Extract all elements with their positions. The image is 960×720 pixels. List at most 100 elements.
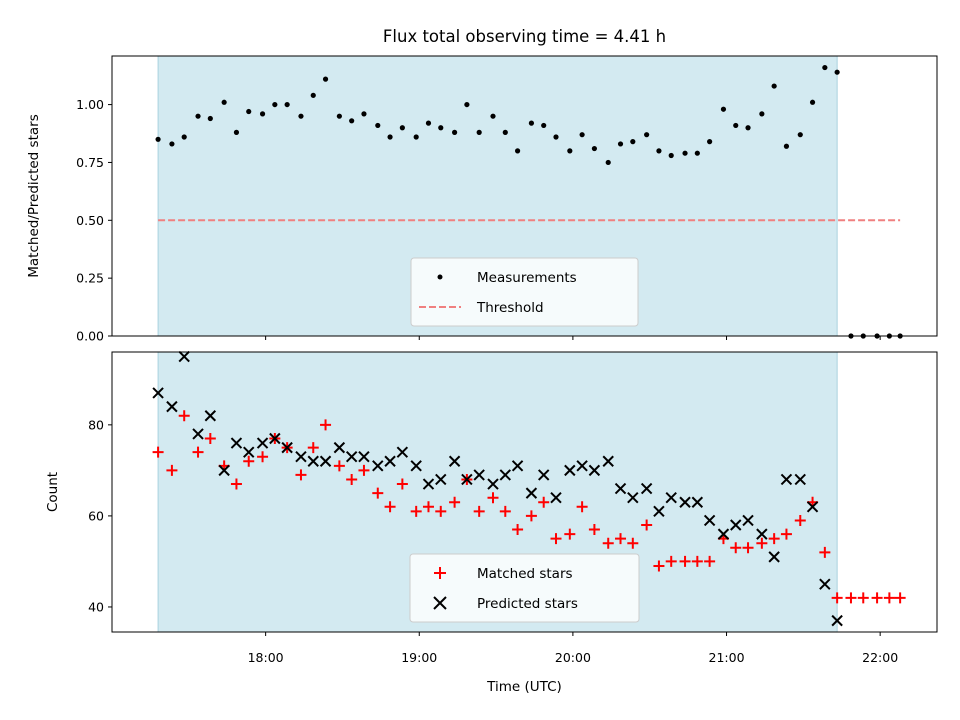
matched-star-point xyxy=(756,537,768,549)
matched-star-point xyxy=(372,487,384,499)
measurement-point xyxy=(387,134,393,140)
bottom-y-tick-label: 80 xyxy=(88,417,104,432)
predicted-star-point xyxy=(627,491,639,504)
predicted-star-point xyxy=(768,551,780,563)
matched-star-point xyxy=(588,524,600,536)
matched-star-point xyxy=(435,505,447,517)
bottom-x-tick-label: 20:00 xyxy=(555,650,591,665)
measurement-point xyxy=(617,141,624,147)
measurement-point xyxy=(310,92,316,98)
top-legend[interactable]: Measurements Threshold xyxy=(410,257,639,327)
predicted-star-point xyxy=(345,451,358,463)
matched-star-point xyxy=(665,555,677,567)
top-axes-frame xyxy=(111,55,938,337)
predicted-star-point xyxy=(243,446,255,458)
measurement-point xyxy=(181,134,187,140)
predicted-star-point xyxy=(178,350,190,363)
predicted-star-point xyxy=(564,464,576,477)
bottom-y-tick-label: 60 xyxy=(88,508,104,523)
predicted-star-point xyxy=(295,451,307,463)
predicted-star-point xyxy=(384,455,396,467)
predicted-star-point xyxy=(358,451,370,463)
predicted-star-point xyxy=(665,491,677,504)
bottom-y-axis-label: Count xyxy=(45,472,61,512)
matched-star-point xyxy=(883,592,895,604)
matched-star-point xyxy=(730,542,742,554)
measurement-point xyxy=(834,69,840,75)
predicted-star-point xyxy=(422,478,435,490)
matched-star-point xyxy=(166,464,178,476)
predicted-star-point xyxy=(319,455,332,467)
matched-star-point xyxy=(831,592,843,604)
top-panel: Flux total observing time = 4.41 h 0.000… xyxy=(26,27,938,344)
matched-star-point xyxy=(550,533,562,545)
predicted-star-point xyxy=(204,410,217,422)
predicted-star-point xyxy=(487,478,499,490)
top-y-tick-label: 0.75 xyxy=(76,155,104,170)
predicted-star-point xyxy=(730,519,742,531)
top-y-ticks: 0.00 0.25 0.50 0.75 1.00 xyxy=(76,97,112,344)
measurement-point xyxy=(528,120,535,126)
measurement-point xyxy=(707,139,713,145)
matched-star-point xyxy=(230,478,242,490)
measurement-point xyxy=(605,159,611,166)
measurement-point xyxy=(155,136,161,142)
predicted-star-point xyxy=(703,514,716,527)
top-y-tick-label: 1.00 xyxy=(76,97,104,112)
measurement-point xyxy=(259,111,266,117)
matched-star-point xyxy=(691,555,703,567)
measurement-point xyxy=(797,132,803,138)
predicted-star-point xyxy=(230,437,243,449)
measurement-point xyxy=(553,134,559,140)
legend-predicted-marker xyxy=(433,596,447,610)
predicted-star-point xyxy=(794,473,806,486)
matched-star-point xyxy=(384,501,396,513)
bottom-x-tick-label: 18:00 xyxy=(248,650,284,665)
predicted-star-point xyxy=(806,501,819,513)
matched-star-point xyxy=(487,492,499,504)
measurement-point xyxy=(783,143,790,149)
predicted-star-point xyxy=(525,487,538,499)
matched-star-point xyxy=(307,442,319,454)
measurement-point xyxy=(272,101,278,108)
measurement-point xyxy=(759,111,765,117)
chart-title: Flux total observing time = 4.41 h xyxy=(383,27,666,46)
bottom-legend[interactable]: Matched stars Predicted stars xyxy=(409,553,640,623)
measurement-point xyxy=(694,150,700,156)
measurement-point xyxy=(221,99,227,105)
matched-star-point xyxy=(576,501,588,513)
predicted-star-point xyxy=(780,473,793,486)
matched-star-point xyxy=(653,560,665,572)
measurement-point xyxy=(375,122,381,129)
measurement-point xyxy=(322,76,329,82)
predicted-star-point xyxy=(152,387,164,399)
bottom-x-axis-label: Time (UTC) xyxy=(486,679,562,695)
matched-star-point xyxy=(243,455,255,467)
predicted-stars-points xyxy=(152,350,843,627)
predicted-star-point xyxy=(614,482,627,495)
predicted-star-point xyxy=(192,428,204,440)
measurement-point xyxy=(233,129,240,135)
matched-star-point xyxy=(178,410,190,422)
measurement-point xyxy=(413,134,419,140)
measurement-point xyxy=(169,141,175,147)
matched-star-point xyxy=(602,537,614,549)
measurement-point xyxy=(668,152,674,159)
bottom-x-tick-label: 22:00 xyxy=(862,650,898,665)
matched-star-point xyxy=(512,524,524,536)
matched-star-point xyxy=(704,555,716,567)
measurement-point xyxy=(349,118,355,124)
matched-star-point xyxy=(679,555,691,567)
top-y-tick-label: 0.50 xyxy=(76,213,104,228)
measurement-point xyxy=(733,122,739,129)
matched-star-point xyxy=(152,446,164,458)
measurement-point xyxy=(284,101,290,108)
bottom-x-tick-label: 21:00 xyxy=(709,650,745,665)
predicted-star-point xyxy=(499,469,512,481)
matched-star-point xyxy=(857,592,869,604)
predicted-star-point xyxy=(588,464,601,477)
predicted-star-point xyxy=(473,469,485,481)
matched-star-point xyxy=(525,510,537,522)
bottom-axes-frame xyxy=(111,351,938,633)
